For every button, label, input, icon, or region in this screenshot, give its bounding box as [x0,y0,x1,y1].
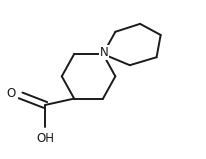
Text: OH: OH [36,132,54,145]
Text: N: N [99,46,108,59]
Text: O: O [7,87,16,100]
